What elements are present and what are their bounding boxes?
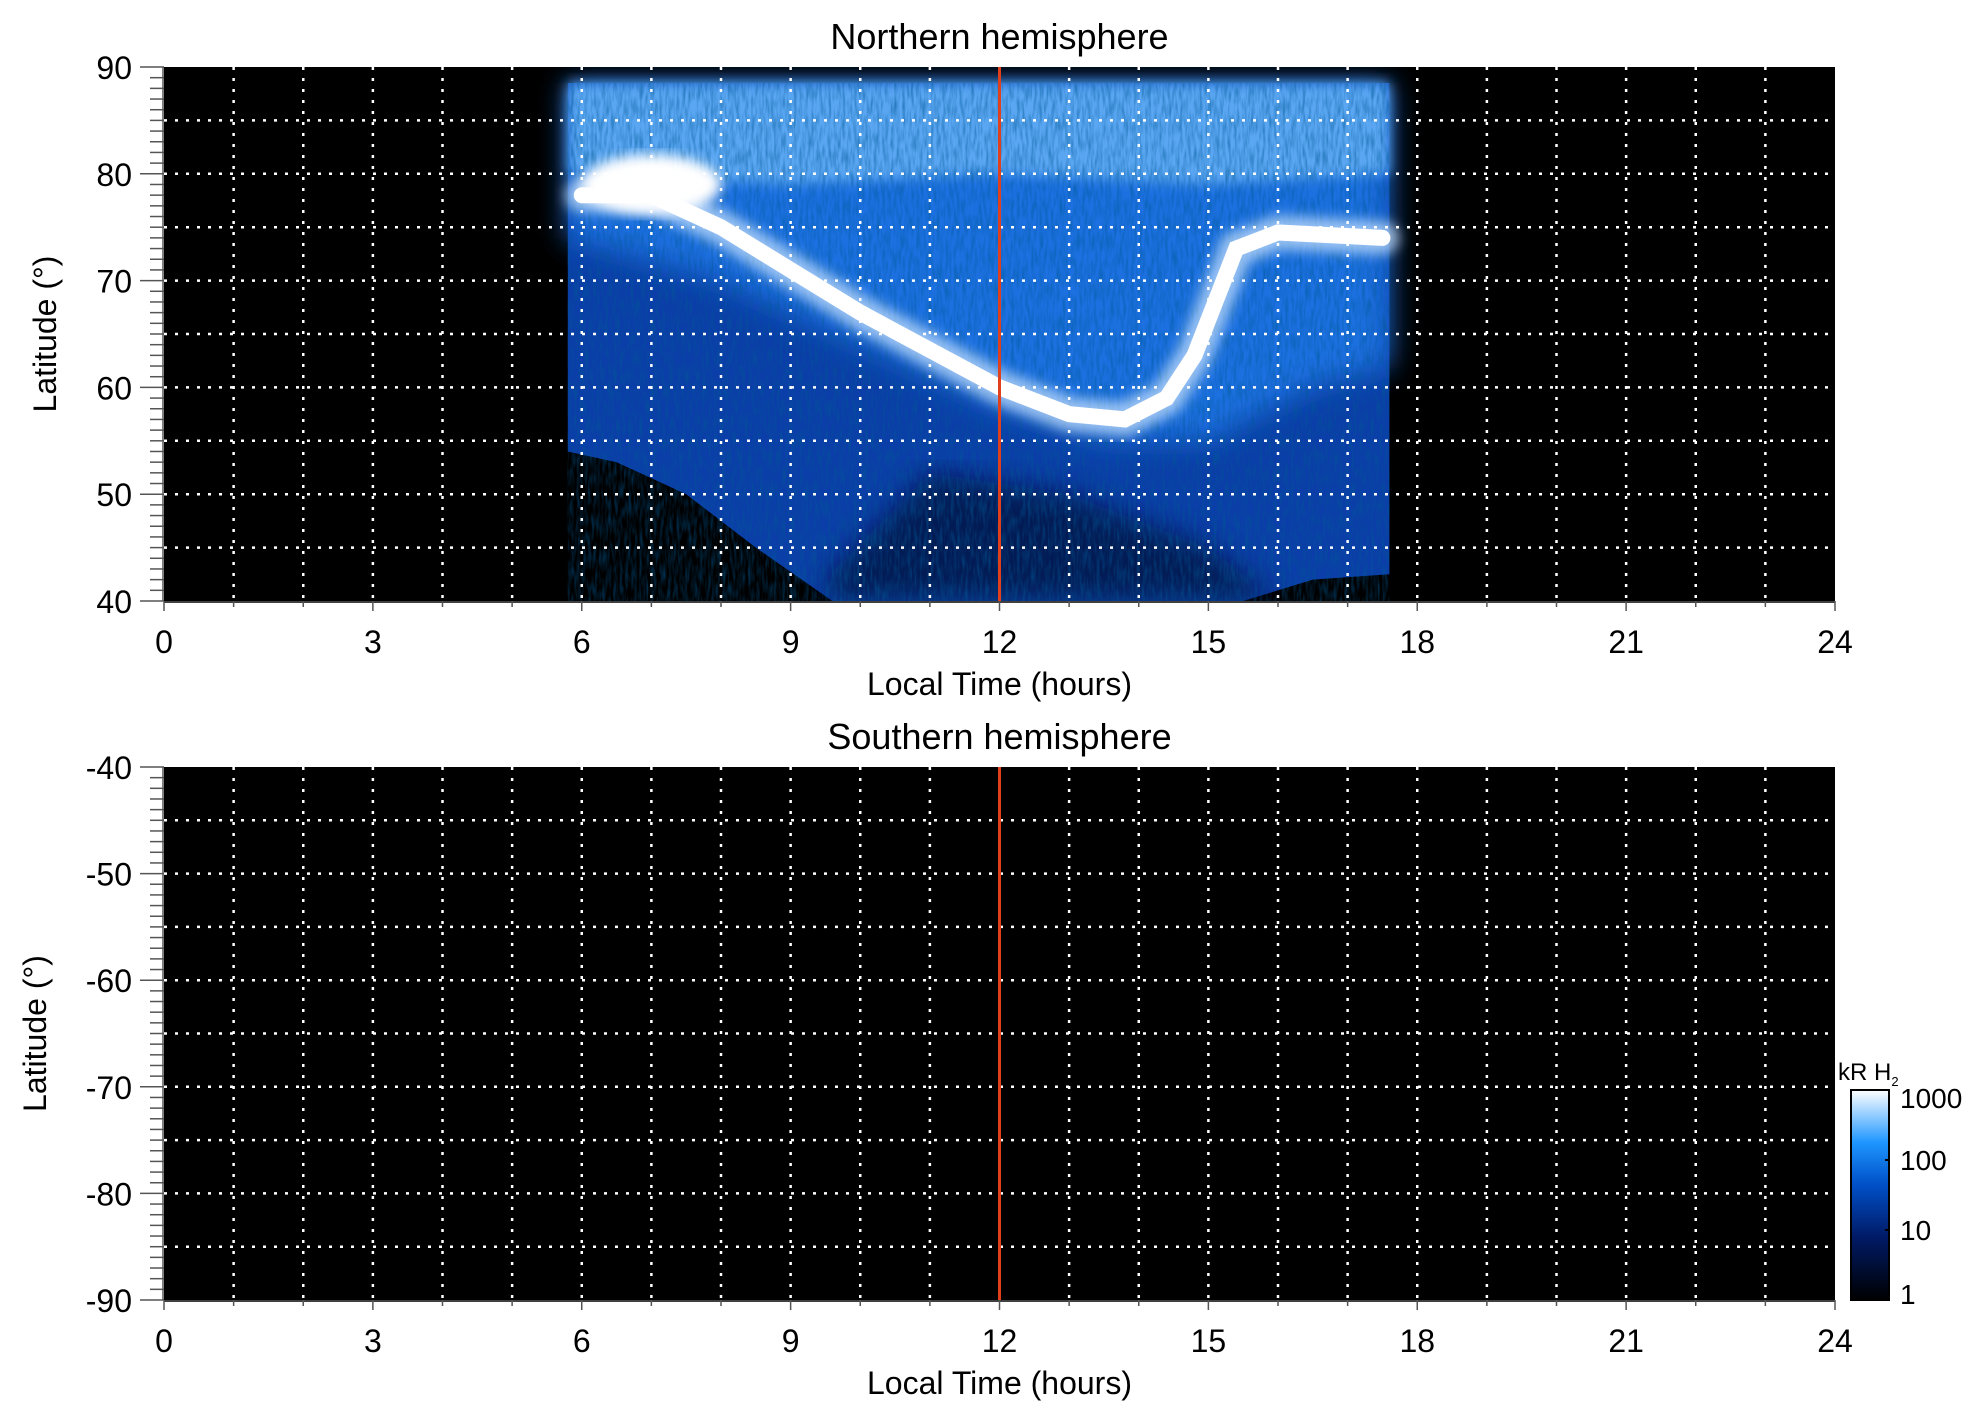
y-axis-label: Latitude (°) bbox=[27, 256, 63, 413]
y-tick-label: -60 bbox=[86, 963, 132, 999]
x-tick-label: 9 bbox=[782, 1323, 800, 1359]
x-tick-label: 24 bbox=[1817, 624, 1853, 660]
x-tick-label: 12 bbox=[982, 624, 1018, 660]
y-tick-label: -40 bbox=[86, 750, 132, 786]
y-tick-label: 90 bbox=[96, 50, 132, 86]
x-tick-label: 18 bbox=[1399, 624, 1435, 660]
y-tick-label: 70 bbox=[96, 264, 132, 300]
colorbar-tick-label: 10 bbox=[1900, 1215, 1931, 1246]
x-tick-label: 9 bbox=[782, 624, 800, 660]
x-tick-label: 24 bbox=[1817, 1323, 1853, 1359]
x-tick-label: 0 bbox=[155, 624, 173, 660]
y-tick-label: 50 bbox=[96, 477, 132, 513]
aurora-image bbox=[564, 83, 1400, 601]
y-tick-label: 60 bbox=[96, 370, 132, 406]
chart-title: Northern hemisphere bbox=[830, 16, 1168, 57]
y-tick-label: 40 bbox=[96, 584, 132, 620]
x-axis-label: Local Time (hours) bbox=[867, 666, 1132, 702]
main-oval bbox=[573, 187, 1391, 428]
x-tick-label: 3 bbox=[364, 624, 382, 660]
y-tick-label: -90 bbox=[86, 1283, 132, 1319]
y-tick-label: 80 bbox=[96, 157, 132, 193]
colorbar-tick-label: 100 bbox=[1900, 1145, 1947, 1176]
dawn-bright-spot bbox=[581, 154, 722, 215]
x-tick-label: 0 bbox=[155, 1323, 173, 1359]
colorbar-tick-label: 1000 bbox=[1900, 1083, 1962, 1114]
colorbar-tick-label: 1 bbox=[1900, 1279, 1916, 1310]
colorbar-label: kR H2 bbox=[1838, 1059, 1899, 1089]
x-tick-label: 21 bbox=[1608, 1323, 1644, 1359]
x-tick-label: 6 bbox=[573, 624, 591, 660]
x-tick-label: 3 bbox=[364, 1323, 382, 1359]
x-tick-label: 15 bbox=[1191, 624, 1227, 660]
y-tick-label: -80 bbox=[86, 1176, 132, 1212]
colorbar-gradient bbox=[1850, 1089, 1890, 1301]
y-tick-label: -50 bbox=[86, 857, 132, 893]
panel-north: 0 3 6 9 12 15 18 21 24 40 50 60 70 80 90 Northern hemis… bbox=[27, 16, 1853, 702]
x-axis-label: Local Time (hours) bbox=[867, 1365, 1132, 1401]
x-tick-label: 6 bbox=[573, 1323, 591, 1359]
x-tick-label: 15 bbox=[1191, 1323, 1227, 1359]
y-tick-label: -70 bbox=[86, 1070, 132, 1106]
x-tick-label: 12 bbox=[982, 1323, 1018, 1359]
y-axis-label: Latitude (°) bbox=[17, 955, 53, 1112]
x-tick-label: 21 bbox=[1608, 624, 1644, 660]
colorbar: kR H2 1 10 100 1000 bbox=[1838, 1059, 1962, 1310]
x-tick-label: 18 bbox=[1399, 1323, 1435, 1359]
panel-south: 0 3 6 9 12 15 18 21 24 -40 -50 -60 -70 -80 -90 Southern… bbox=[17, 716, 1853, 1401]
chart-title: Southern hemisphere bbox=[827, 716, 1171, 757]
